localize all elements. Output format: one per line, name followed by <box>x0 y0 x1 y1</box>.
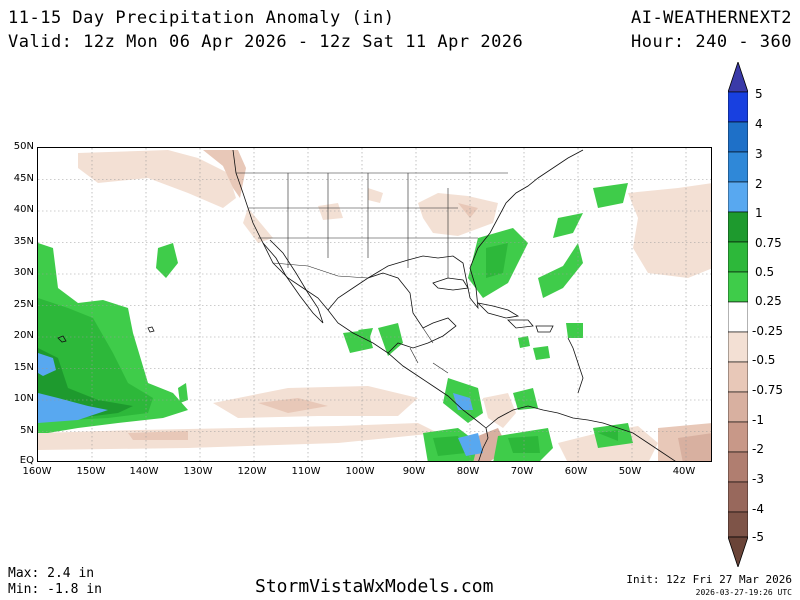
timestamp-text: 2026-03-27-19:26 <box>695 588 773 597</box>
colorbar-label: 4 <box>755 117 763 131</box>
colorbar-swatch <box>727 241 749 273</box>
lon-label: 40W <box>672 466 696 477</box>
lat-label: 50N <box>13 141 34 152</box>
political-boundaries <box>236 172 508 374</box>
colorbar-swatch <box>727 211 749 243</box>
colorbar-swatch <box>727 151 749 183</box>
colorbar-swatch <box>727 391 749 423</box>
colorbar-label: 0.5 <box>755 265 775 279</box>
init-time: Init: 12z Fri 27 Mar 2026 <box>626 573 792 586</box>
map-canvas <box>38 148 711 461</box>
map-gridlines <box>38 148 711 461</box>
lon-label: 150W <box>76 466 106 477</box>
colorbar-swatch <box>727 301 749 333</box>
lon-label: 160W <box>22 466 52 477</box>
colorbar-swatch <box>727 511 749 538</box>
colorbar-label: 0.75 <box>755 236 782 250</box>
valid-period: Valid: 12z Mon 06 Apr 2026 - 12z Sat 11 … <box>8 32 524 52</box>
lon-label: 90W <box>402 466 426 477</box>
lat-label: 5N <box>20 425 34 436</box>
colorbar <box>727 60 749 569</box>
lat-label: 20N <box>13 330 34 341</box>
colorbar-graphic <box>727 60 749 569</box>
lon-label: 130W <box>183 466 213 477</box>
colorbar-label: -0.25 <box>752 324 784 338</box>
colorbar-label: -4 <box>752 502 764 516</box>
dry-anomaly-areas <box>38 150 711 461</box>
lat-label: 15N <box>13 362 34 373</box>
lat-label: 30N <box>13 267 34 278</box>
lon-label: 100W <box>345 466 375 477</box>
lat-label: 35N <box>13 236 34 247</box>
colorbar-swatch <box>727 331 749 363</box>
site-watermark: StormVistaWxModels.com <box>255 576 494 597</box>
colorbar-label: 1 <box>755 206 763 220</box>
colorbar-swatch <box>727 181 749 213</box>
colorbar-label: 2 <box>755 177 763 191</box>
colorbar-label: -3 <box>752 472 764 486</box>
wet-anomaly-areas <box>38 183 633 461</box>
lat-label: 25N <box>13 299 34 310</box>
colorbar-label: -1 <box>752 413 764 427</box>
colorbar-bottom-arrow <box>727 536 749 569</box>
precipitation-map <box>37 147 712 462</box>
colorbar-swatch <box>727 91 749 123</box>
lat-label: EQ <box>19 455 34 466</box>
colorbar-swatch <box>727 451 749 483</box>
lat-label: 40N <box>13 204 34 215</box>
lat-label: 10N <box>13 393 34 404</box>
lon-label: 60W <box>564 466 588 477</box>
lon-label: 50W <box>618 466 642 477</box>
colorbar-top-arrow <box>727 60 749 93</box>
colorbar-swatch <box>727 481 749 513</box>
lon-label: 140W <box>129 466 159 477</box>
forecast-hour: Hour: 240 - 360 <box>630 32 792 52</box>
colorbar-label: -0.5 <box>752 353 776 367</box>
colorbar-label: 5 <box>755 87 763 101</box>
colorbar-label: 3 <box>755 147 763 161</box>
model-name: AI-WEATHERNEXT2 <box>630 8 792 28</box>
colorbar-label: 0.25 <box>755 294 782 308</box>
max-value: Max: 2.4 in <box>8 566 95 581</box>
colorbar-label: -5 <box>752 530 764 544</box>
lon-label: 110W <box>291 466 321 477</box>
colorbar-swatch <box>727 361 749 393</box>
lat-label: 45N <box>13 173 34 184</box>
colorbar-label: -2 <box>752 442 764 456</box>
generated-timestamp: 2026-03-27-19:26 UTC <box>696 588 792 597</box>
colorbar-label: -0.75 <box>752 383 784 397</box>
colorbar-swatch <box>727 271 749 303</box>
lon-label: 80W <box>456 466 480 477</box>
map-title: 11-15 Day Precipitation Anomaly (in) <box>8 8 395 28</box>
lon-label: 120W <box>237 466 267 477</box>
min-value: Min: -1.8 in <box>8 582 102 597</box>
timestamp-tz: UTC <box>777 588 792 597</box>
lon-label: 70W <box>510 466 534 477</box>
colorbar-swatch <box>727 121 749 153</box>
colorbar-swatch <box>727 421 749 453</box>
